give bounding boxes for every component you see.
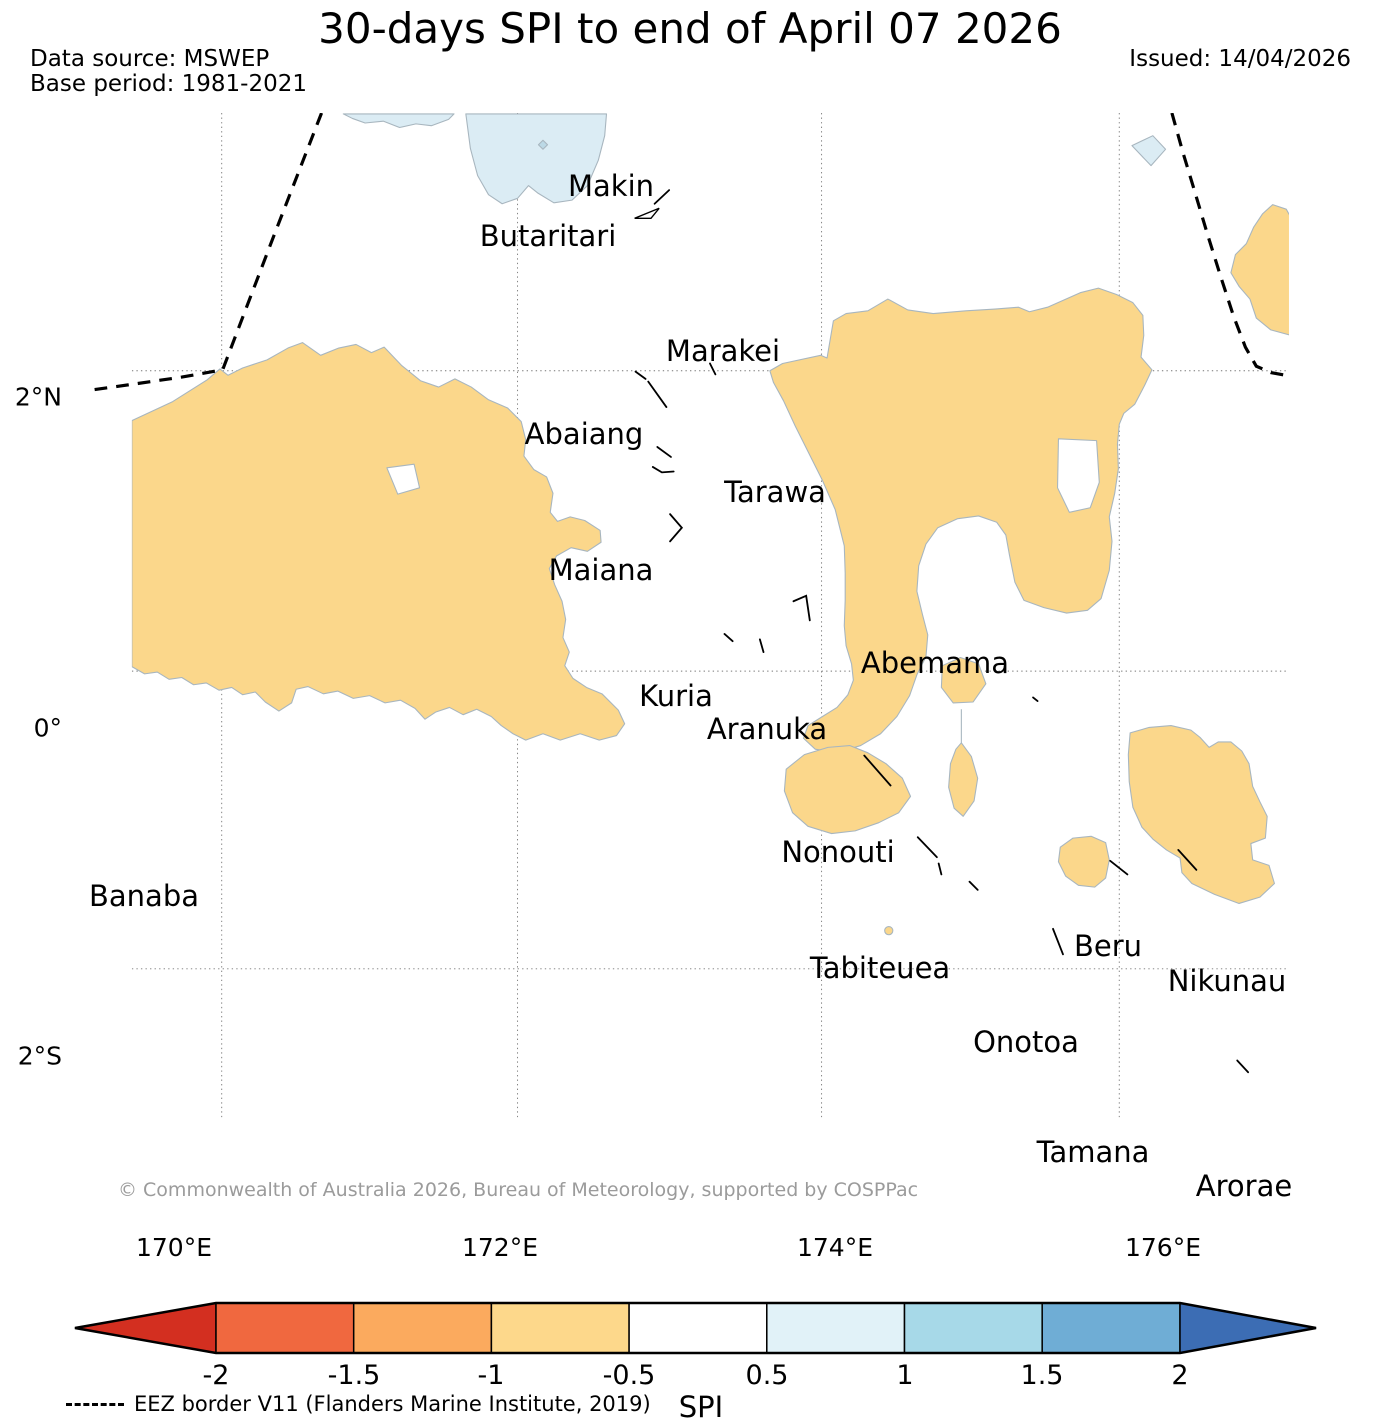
arorae-marker <box>1236 1059 1250 1074</box>
colorbar-arrow-right <box>1179 1302 1317 1354</box>
colorbar-seg-neg15 <box>352 1302 493 1354</box>
colorbar-tick-pos1: 1 <box>896 1360 914 1391</box>
island-label-arorae: Arorae <box>1195 1169 1293 1203</box>
dry-patch-west-lagoon-hole <box>386 463 421 495</box>
island-label-banaba: Banaba <box>89 879 199 913</box>
wet-patch-top-left <box>342 113 455 129</box>
copyright-text: © Commonwealth of Australia 2026, Bureau… <box>118 1179 919 1201</box>
onotoa-marker <box>1052 927 1064 956</box>
abaiang-marker <box>634 370 668 408</box>
eez-border-west <box>86 113 324 393</box>
beru-marker <box>1109 859 1129 876</box>
island-label-abaiang: Abaiang <box>524 417 644 451</box>
islet-speck-marker <box>1032 696 1039 702</box>
island-label-nikunau: Nikunau <box>1167 964 1287 998</box>
eez-borders <box>86 113 1292 393</box>
issued-date-text: Issued: 14/04/2026 <box>1129 46 1351 72</box>
y-axis-tick-2s: 2°S <box>17 1041 62 1071</box>
y-axis-tick-2n: 2°N <box>14 382 62 412</box>
island-label-tabiteuea: Tabiteuea <box>809 951 951 985</box>
eez-legend-text: EEZ border V11 (Flanders Marine Institut… <box>134 1392 651 1416</box>
x-axis-tick-170e: 170°E <box>135 1233 213 1262</box>
island-label-abemama: Abemama <box>860 646 1010 680</box>
colorbar-tick-pos15: 1.5 <box>1020 1360 1064 1391</box>
kuria-marker <box>723 633 734 643</box>
island-label-tarawa: Tarawa <box>724 475 826 509</box>
dry-patch-abemama-east-blob <box>940 656 987 704</box>
dry-patch-tabiteuea-dot <box>884 926 894 936</box>
x-axis-tick-174e: 174°E <box>796 1233 874 1262</box>
colorbar-outline <box>74 1301 1317 1355</box>
island-label-marakei: Marakei <box>665 334 781 368</box>
island-label-beru: Beru <box>1073 929 1143 963</box>
spi-colorbar <box>74 1301 1317 1355</box>
x-axis-tick-172e: 172°E <box>461 1233 539 1262</box>
wet-patch-butaritari <box>465 113 608 205</box>
data-source-text: Data source: MSWEP <box>30 46 270 72</box>
aranuka-marker <box>758 638 765 653</box>
dry-patch-east-white-notch <box>1057 438 1100 513</box>
marakei-marker <box>709 362 717 376</box>
colorbar-seg-pos15 <box>1041 1302 1181 1354</box>
dry-patch-teardrop <box>948 742 979 817</box>
colorbar-seg-neg2 <box>215 1302 355 1354</box>
maiana-marker <box>669 513 684 543</box>
island-label-aranuka: Aranuka <box>706 712 828 746</box>
tabiteuea-marker <box>916 836 979 891</box>
dry-patch-west-large <box>131 342 626 741</box>
island-label-maiana: Maiana <box>548 553 654 587</box>
colorbar-seg-pos1 <box>903 1302 1043 1354</box>
map-canvas <box>86 113 1292 1120</box>
island-markers <box>634 189 1250 1074</box>
island-label-kuria: Kuria <box>639 679 713 713</box>
colorbar-tick-neg15: -1.5 <box>327 1360 381 1391</box>
island-label-onotoa: Onotoa <box>973 1025 1079 1059</box>
dry-patch-nikunau-southeast <box>1127 725 1275 905</box>
dry-patch-right-edge <box>1230 204 1289 336</box>
eez-legend: EEZ border V11 (Flanders Marine Institut… <box>66 1392 651 1416</box>
colorbar-seg-neutral <box>628 1302 768 1354</box>
colorbar-seg-neg1 <box>490 1302 630 1354</box>
colorbar-title: SPI <box>678 1390 724 1424</box>
nikunau-marker <box>1177 849 1198 871</box>
island-label-makin: Makin <box>567 169 655 203</box>
base-period-text: Base period: 1981-2021 <box>30 71 308 97</box>
dry-patch-beru <box>1057 835 1110 888</box>
dry-patch-nonouti <box>783 745 912 835</box>
nonouti-marker <box>863 754 892 787</box>
butaritari-islet-dot <box>537 139 549 150</box>
y-axis-tick-0: 0° <box>33 713 62 743</box>
island-label-nonouti: Nonouti <box>781 835 895 869</box>
butaritari-marker <box>634 207 660 219</box>
tarawa-marker <box>651 446 675 474</box>
colorbar-arrow-left <box>74 1302 217 1354</box>
page-title: 30-days SPI to end of April 07 2026 <box>318 4 1062 53</box>
colorbar-tick-neg05: -0.5 <box>602 1360 656 1391</box>
colorbar-tick-pos05: 0.5 <box>745 1360 789 1391</box>
island-label-tamana: Tamana <box>1036 1135 1150 1169</box>
eez-dash-sample-icon <box>66 1402 124 1406</box>
abemama-marker <box>792 594 811 622</box>
dry-patch-east-large <box>769 287 1153 754</box>
makin-marker <box>653 189 671 205</box>
colorbar-seg-pos05 <box>766 1302 906 1354</box>
colorbar-tick-neg2: -2 <box>202 1360 230 1391</box>
colorbar-tick-neg1: -1 <box>477 1360 505 1391</box>
wet-patch-top-right <box>1131 135 1167 167</box>
island-label-butaritari: Butaritari <box>479 219 617 253</box>
colorbar-tick-pos2: 2 <box>1171 1360 1189 1391</box>
x-axis-tick-176e: 176°E <box>1124 1233 1202 1262</box>
